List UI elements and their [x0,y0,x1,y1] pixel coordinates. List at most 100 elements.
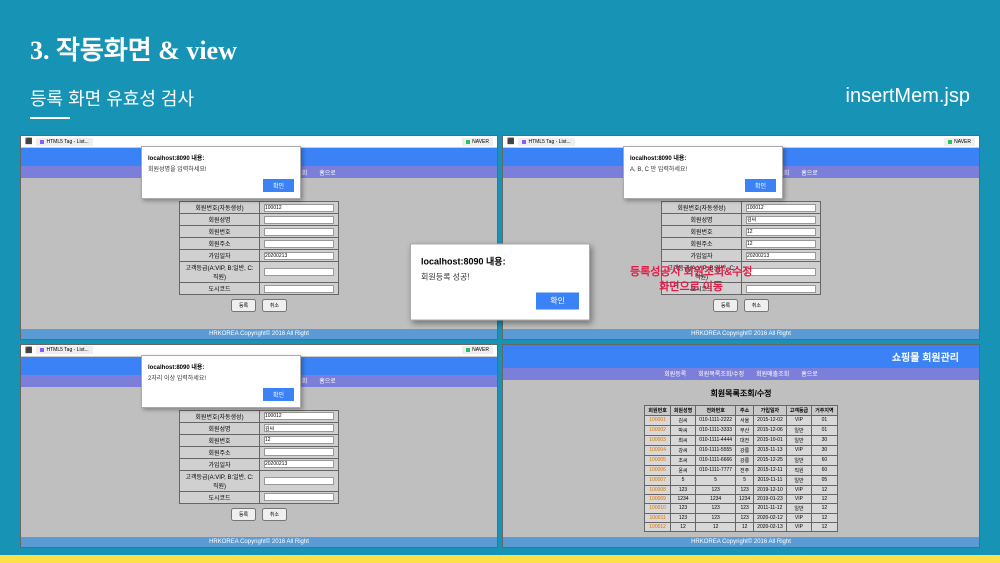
browser-tab[interactable]: HTML5 Tag - List... [518,138,574,146]
fld-label: 회원주소 [180,446,260,458]
fld-input[interactable] [746,228,816,236]
modal-ok-button[interactable]: 확인 [745,179,776,192]
table-cell: 100003 [645,435,670,445]
th-date: 가입일자 [754,405,787,415]
th-no: 회원번호 [645,405,670,415]
table-cell: 1234 [696,494,736,503]
fld-input[interactable] [264,436,334,444]
fld-input[interactable] [264,412,334,420]
table-row[interactable]: 1000121212122020-02-13VIP12 [645,522,837,531]
cancel-button[interactable]: 취소 [262,299,287,312]
table-row[interactable]: 100006윤씨010-1111-7777전주2015-12-11직원60 [645,465,837,475]
table-cell: 일반 [786,435,811,445]
table-cell: 010-1111-7777 [696,465,736,475]
table-row[interactable]: 100002박씨010-1111-3333부산2015-12-06일반01 [645,425,837,435]
fld-grade-input[interactable] [264,268,334,276]
alert-modal-3: localhost:8090 내용: 2자리 이상 입력하세요! 확인 [141,355,301,408]
cancel-button[interactable]: 취소 [744,299,769,312]
fld-input[interactable] [264,460,334,468]
browser-tab[interactable]: HTML5 Tag - List... [36,138,92,146]
fld-addr-input[interactable] [264,240,334,248]
table-row[interactable]: 1000111231231232020-02-12VIP12 [645,513,837,522]
nav-sales[interactable]: 회원매출조회 [756,369,789,378]
fld-label: 가입일자 [180,458,260,470]
browser-tab[interactable]: HTML5 Tag - List... [36,346,92,354]
fld-input[interactable] [746,204,816,212]
table-row[interactable]: 1000091234123412342019-01-23VIP12 [645,494,837,503]
modal-msg: 회원성명을 입력하세요! [148,164,294,173]
fld-no-input[interactable] [264,228,334,236]
table-cell: 123 [670,503,695,513]
fld-input[interactable] [746,252,816,260]
naver-icon [466,348,470,352]
fld-date-label: 가입일자 [180,250,260,262]
naver-tab[interactable]: NAVER [462,138,493,146]
fld-label: 회원주소 [662,238,742,250]
fld-label: 회원번호(자동생성) [180,410,260,422]
fld-city-input[interactable] [264,285,334,293]
fld-input[interactable] [264,424,334,432]
bottom-accent-bar [0,555,1000,563]
footer: HRKOREA Copyright© 2016 All Right [21,329,497,339]
fld-memno-input[interactable] [264,204,334,212]
fld-name-input[interactable] [264,216,334,224]
naver-text: NAVER [472,347,489,353]
table-row[interactable]: 1000101231231232011-11-12일반12 [645,503,837,513]
table-row[interactable]: 1000081231231232019-12-10VIP12 [645,485,837,494]
table-cell: 12 [696,522,736,531]
table-row[interactable]: 100005조씨010-1111-6666강릉2015-12-25일반60 [645,455,837,465]
nav-list[interactable]: 회원목록조회/수정 [698,369,744,378]
fld-input[interactable] [264,477,334,485]
nav-register[interactable]: 회원등록 [664,369,686,378]
submit-button[interactable]: 등록 [713,299,738,312]
table-cell: 100006 [645,465,670,475]
table-row[interactable]: 100004강씨010-1111-5555강릉2015-11-13VIP30 [645,445,837,455]
nav-home[interactable]: 홈으로 [801,168,818,177]
table-cell: 30 [812,435,837,445]
fld-date-input[interactable] [264,252,334,260]
fld-input[interactable] [746,240,816,248]
table-cell: 123 [670,485,695,494]
nav-home[interactable]: 홈으로 [319,376,336,385]
table-row[interactable]: 100003최씨010-1111-4444대전2015-10-01일반30 [645,435,837,445]
fld-input[interactable] [746,268,816,276]
th-name: 회원성명 [670,405,695,415]
table-cell: 김씨 [670,415,695,425]
table-cell: 일반 [786,455,811,465]
naver-text: NAVER [954,139,971,145]
naver-tab[interactable]: NAVER [944,138,975,146]
fld-label: 고객등급(A:VIP, B:일반, C:직원) [180,470,260,491]
table-cell: 12 [736,522,754,531]
table-cell: VIP [786,445,811,455]
fld-input[interactable] [746,285,816,293]
nav-bar: 회원등록 회원목록조회/수정 회원매출조회 홈으로 [503,368,979,380]
table-cell: 1234 [736,494,754,503]
fld-input[interactable] [746,216,816,224]
table-cell: 12 [812,494,837,503]
tab-icon [40,140,44,144]
panel-3: ⬛ HTML5 Tag - List... NAVER 회원등록 회원목록조회/… [20,344,498,549]
modal-ok-button[interactable]: 확인 [263,388,294,401]
fld-label: 도시코드 [180,491,260,503]
table-cell: 100012 [645,522,670,531]
naver-tab[interactable]: NAVER [462,346,493,354]
table-row[interactable]: 100001김씨010-1111-2222서울2015-12-02VIP01 [645,415,837,425]
table-row[interactable]: 1000075552019-11-11일반05 [645,475,837,485]
success-ok-button[interactable]: 확인 [536,292,579,309]
table-cell: 조씨 [670,455,695,465]
title-underline [30,117,70,119]
nav-home[interactable]: 홈으로 [801,369,818,378]
register-form: 회원번호(자동생성) 회원성명 회원번호 회원주소 가입일자 고객등급(A:VI… [179,410,339,504]
member-table: 회원번호 회원성명 전화번호 주소 가입일자 고객등급 거주지역 100001김… [644,405,837,532]
submit-button[interactable]: 등록 [231,508,256,521]
cancel-button[interactable]: 취소 [262,508,287,521]
table-cell: 12 [670,522,695,531]
fld-input[interactable] [264,448,334,456]
submit-button[interactable]: 등록 [231,299,256,312]
modal-ok-button[interactable]: 확인 [263,179,294,192]
fld-input[interactable] [264,493,334,501]
th-addr: 주소 [736,405,754,415]
fld-city-label: 도시코드 [180,283,260,295]
nav-home[interactable]: 홈으로 [319,168,336,177]
alert-modal-2: localhost:8090 내용: A, B, C 만 입력하세요! 확인 [623,146,783,199]
